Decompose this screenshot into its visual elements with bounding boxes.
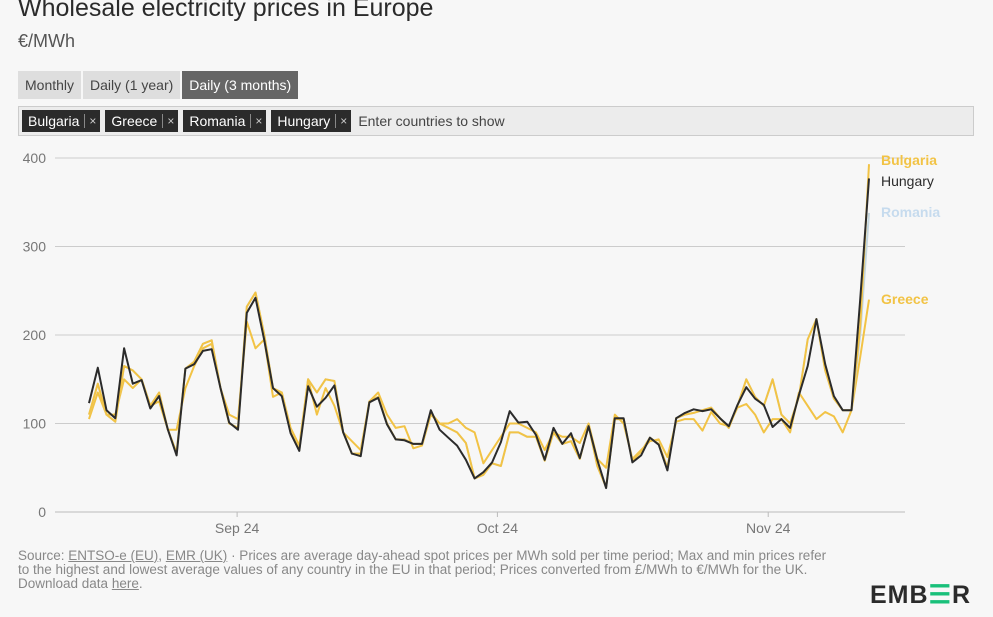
x-tick-label: Oct 24 bbox=[477, 520, 518, 536]
tab-daily-1-year[interactable]: Daily (1 year) bbox=[83, 71, 181, 99]
series-line-greece bbox=[88, 299, 870, 469]
legend-label-greece: Greece bbox=[881, 291, 929, 307]
x-tick-label: Sep 24 bbox=[215, 520, 260, 536]
remove-icon[interactable]: × bbox=[335, 114, 347, 128]
y-tick-label: 300 bbox=[23, 239, 47, 255]
x-tick-label: Nov 24 bbox=[746, 520, 791, 536]
country-picker[interactable]: Bulgaria × Greece × Romania × Hungary × Ente… bbox=[18, 106, 974, 136]
download-link[interactable]: here bbox=[111, 576, 139, 591]
separator: , bbox=[158, 548, 166, 563]
y-tick-label: 400 bbox=[23, 150, 47, 166]
footer-notes: Source: ENTSO-e (EU), EMR (UK) · Prices … bbox=[18, 549, 828, 591]
period: . bbox=[138, 576, 143, 591]
source-label: Source: bbox=[18, 548, 69, 563]
unit-subtitle: €/MWh bbox=[18, 31, 76, 51]
tab-monthly[interactable]: Monthly bbox=[18, 71, 82, 99]
download-label: Download data bbox=[18, 576, 112, 591]
chip-label: Bulgaria bbox=[28, 113, 80, 129]
page-title: Wholesale electricity prices in Europe bbox=[18, 0, 434, 22]
chip-romania: Romania × bbox=[183, 110, 267, 132]
series-line-bulgaria bbox=[88, 164, 870, 489]
remove-icon[interactable]: × bbox=[250, 114, 262, 128]
y-tick-label: 0 bbox=[38, 504, 46, 520]
chip-greece: Greece × bbox=[105, 110, 179, 132]
price-chart: 0 100 200 300 400 Sep 24 Oct 24 Nov 24 Greece Rom… bbox=[23, 150, 941, 536]
tab-daily-3-months[interactable]: Daily (3 months) bbox=[182, 71, 299, 99]
chip-label: Greece bbox=[111, 113, 158, 129]
period-tabs: Monthly Daily (1 year) Daily (3 months) bbox=[18, 71, 299, 99]
y-tick-label: 100 bbox=[23, 416, 47, 432]
remove-icon[interactable]: × bbox=[162, 114, 174, 128]
legend-label-romania: Romania bbox=[881, 204, 940, 220]
country-search-input[interactable]: Enter countries to show bbox=[358, 113, 505, 129]
chip-bulgaria: Bulgaria × bbox=[22, 110, 101, 132]
legend-label-bulgaria: Bulgaria bbox=[881, 152, 937, 168]
chip-hungary: Hungary × bbox=[271, 110, 352, 132]
footnote-text: · Prices are average day-ahead spot pric… bbox=[18, 548, 827, 577]
chip-label: Romania bbox=[189, 113, 246, 129]
emr-link[interactable]: EMR (UK) bbox=[165, 548, 228, 563]
chip-label: Hungary bbox=[277, 113, 331, 129]
ember-logo: EMB☰R bbox=[870, 581, 972, 609]
series-line-hungary bbox=[88, 178, 870, 490]
entsoe-link[interactable]: ENTSO-e (EU) bbox=[68, 548, 159, 563]
y-tick-label: 200 bbox=[23, 327, 47, 343]
legend-label-hungary: Hungary bbox=[881, 173, 934, 189]
remove-icon[interactable]: × bbox=[84, 114, 96, 128]
